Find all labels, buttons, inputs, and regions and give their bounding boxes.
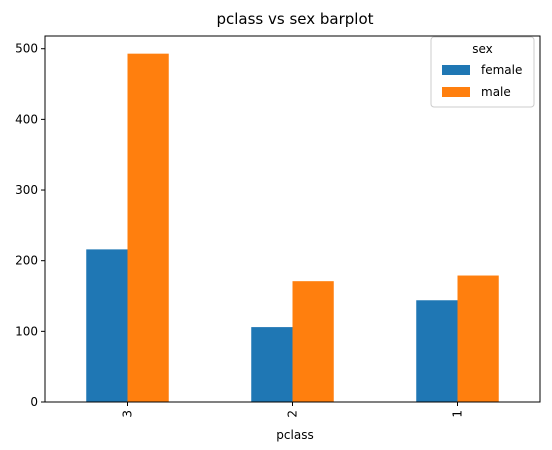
legend-items: female male <box>442 63 522 99</box>
legend-label-male: male <box>481 85 511 99</box>
legend-swatch-female <box>442 65 470 75</box>
bar-male-1 <box>457 275 499 402</box>
y-tick-label: 200 <box>15 254 38 268</box>
bar-female-3 <box>86 249 128 402</box>
x-tick-label: 2 <box>286 410 300 418</box>
legend-swatch-male <box>442 87 470 97</box>
x-axis-label: pclass <box>276 428 313 442</box>
x-tick-label: 1 <box>451 410 465 418</box>
bar-female-1 <box>416 300 458 402</box>
x-axis-ticks: 3 2 1 <box>121 402 465 418</box>
y-tick-label: 500 <box>15 42 38 56</box>
bars-group <box>86 53 499 402</box>
legend: sex female male <box>430 36 535 108</box>
y-tick-label: 300 <box>15 183 38 197</box>
y-tick-label: 400 <box>15 112 38 126</box>
bar-male-3 <box>127 53 169 402</box>
legend-title: sex <box>472 42 493 56</box>
x-tick-label: 3 <box>121 410 135 418</box>
bar-female-2 <box>251 327 293 402</box>
legend-label-female: female <box>481 63 522 77</box>
chart-title: pclass vs sex barplot <box>216 10 373 28</box>
y-tick-label: 0 <box>30 395 38 409</box>
y-axis-ticks: 0 100 200 300 400 500 <box>15 42 45 409</box>
plot-frame <box>44 35 541 403</box>
bar-male-2 <box>292 281 334 402</box>
y-tick-label: 100 <box>15 324 38 338</box>
